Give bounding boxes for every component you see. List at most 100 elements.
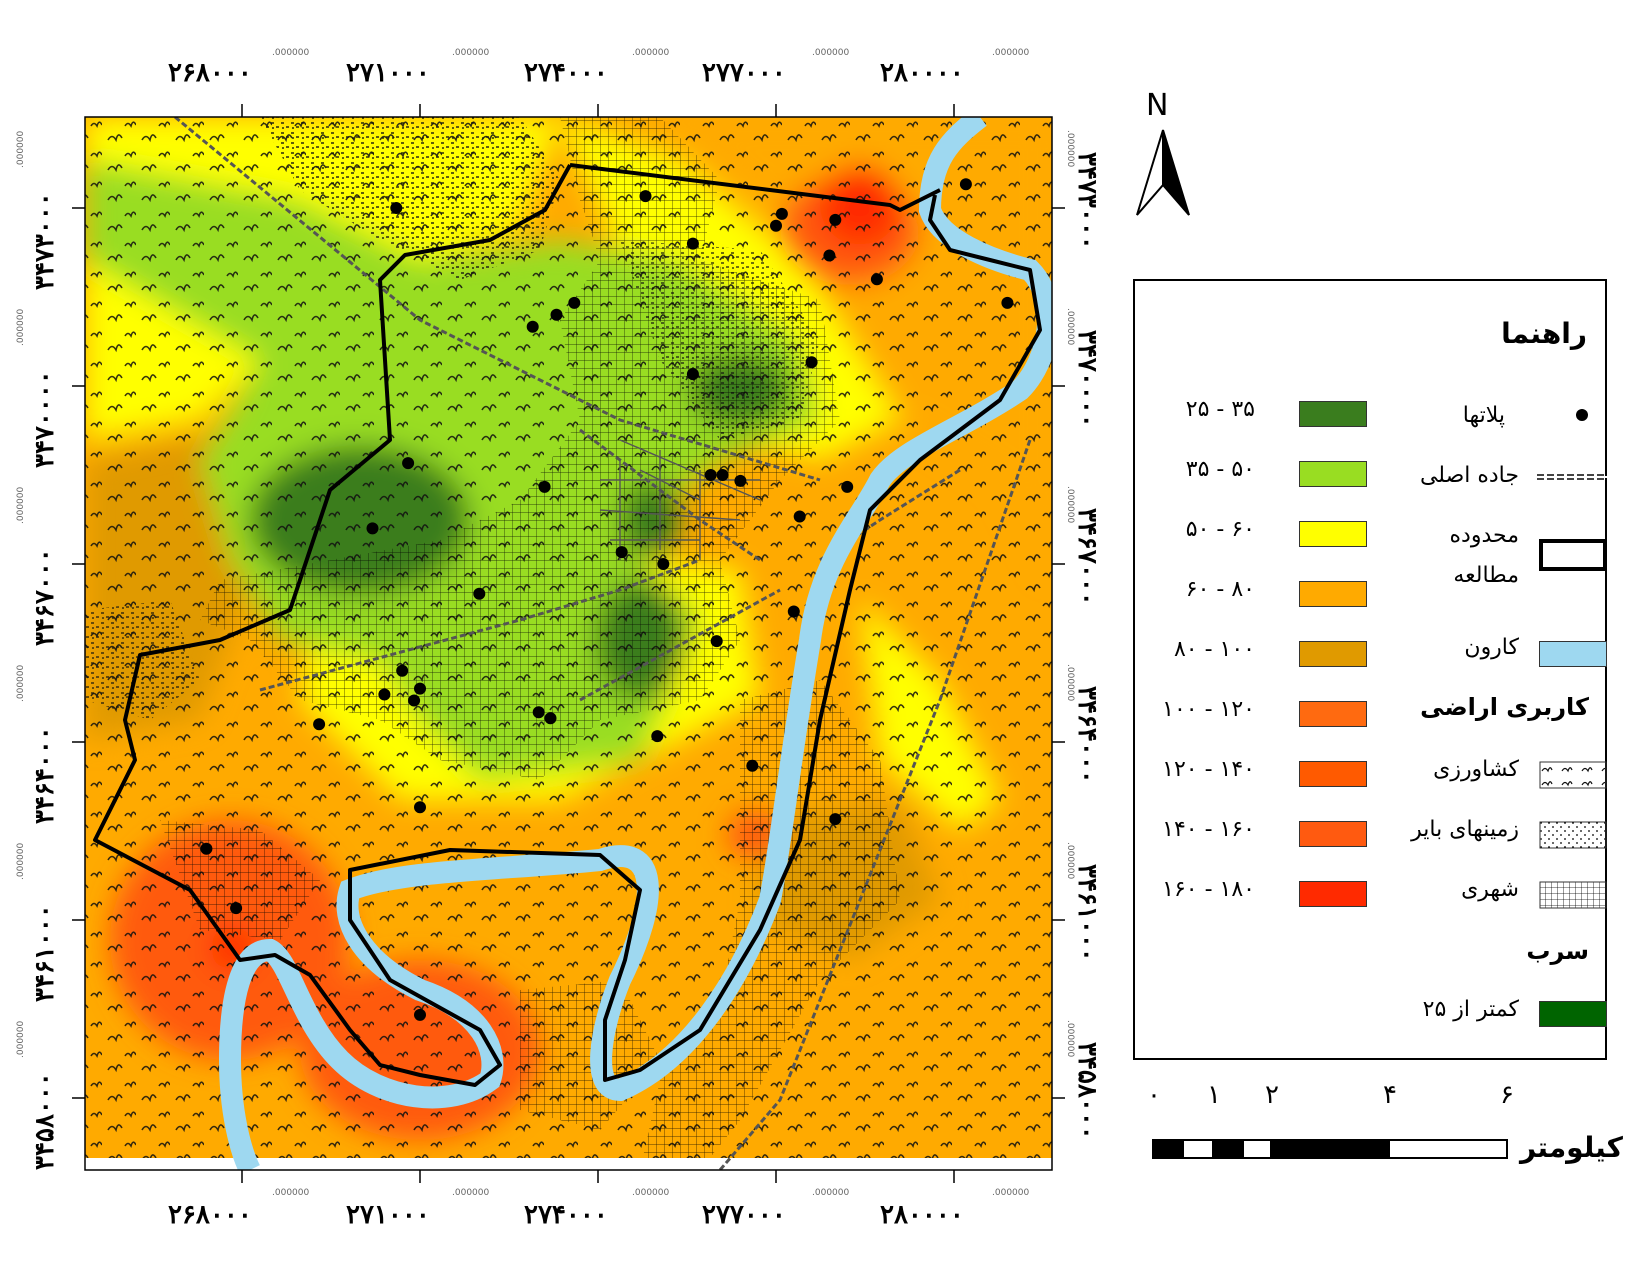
scale-number: ۴ [1383,1080,1397,1110]
legend-lead-title: سرب [1526,937,1589,965]
y-tick-label: ۳۴۶۱۰۰۰ [30,904,60,1002]
x-tick-sub: .000000 [632,1188,670,1198]
x-tick-label: ۲۸۰۰۰۰ [880,1200,964,1230]
sample-plot-point [710,635,723,648]
x-tick-sub: .000000 [992,48,1030,58]
x-tick-label: ۲۷۷۰۰۰ [702,1200,786,1230]
sample-plot-point [823,249,836,262]
sample-plot-point [805,356,818,369]
sample-plot-point [734,474,747,487]
y-tick-label: ۳۴۶۷۰۰۰ [1072,508,1102,606]
sample-plot-point [526,320,539,333]
x-tick-label: ۲۶۸۰۰۰ [168,58,252,88]
sample-plot-point [615,546,628,559]
x-tick-sub: .000000 [992,1188,1030,1198]
y-tick-label: ۳۴۵۸۰۰۰ [30,1072,60,1170]
legend-urban-label: شهری [1461,877,1519,902]
sample-plot-point [408,694,421,707]
sample-plot-point [402,457,415,470]
y-tick-sub: .000000 [1065,1020,1075,1058]
y-tick-label: ۳۴۵۸۰۰۰ [1072,1042,1102,1140]
legend-range-swatch [1299,821,1367,847]
sample-plot-point [378,688,391,701]
sample-plot-point [414,682,426,695]
scale-unit: کیلومتر [1520,1131,1623,1164]
x-tick-sub: .000000 [452,1188,490,1198]
x-tick-sub: .000000 [812,48,850,58]
y-tick-label: ۳۴۶۴۰۰۰ [1072,686,1102,784]
x-tick-sub: .000000 [272,1188,310,1198]
y-tick-label: ۳۴۷۰۰۰۰ [30,370,60,468]
legend-karun-swatch [1539,641,1607,667]
plot-dot-icon [1576,409,1588,421]
sample-plot-point [686,368,699,381]
legend-range-label: ۱۶۰ - ۱۸۰ [1162,877,1255,902]
legend-boundary-label-1: محدوده [1449,523,1519,548]
y-tick-sub: .000000 [16,486,26,524]
x-tick-sub: .000000 [632,48,670,58]
sample-plot-point [568,296,581,309]
y-tick-sub: .000000 [1065,664,1075,702]
x-tick-label: ۲۷۷۰۰۰ [702,58,786,88]
legend-boundary-swatch [1539,539,1607,571]
urban-pattern-icon [1539,881,1607,909]
sample-plot-point [704,469,717,481]
x-tick-sub: .000000 [812,1188,850,1198]
legend-agri-label: کشاورزی [1433,757,1519,782]
legend: راهنما ۲۵ - ۳۵ ۳۵ - ۵۰ ۵۰ - ۶۰ ۶۰ - ۸۰ ۸… [1133,279,1607,1060]
legend-road-label: جاده اصلی [1419,463,1519,488]
y-tick-label: ۳۴۶۷۰۰۰ [30,548,60,646]
y-tick-sub: .000000 [1065,842,1075,880]
sample-plot-point [313,718,326,731]
y-tick-label: ۳۴۶۱۰۰۰ [1072,864,1102,962]
x-tick-label: ۲۷۱۰۰۰ [346,1200,430,1230]
y-tick-sub: .000000 [1065,130,1075,168]
legend-range-label: ۱۰۰ - ۱۲۰ [1162,697,1255,722]
scale-bar [1152,1139,1508,1159]
legend-boundary-label-2: مطالعه [1453,563,1519,588]
sample-plot-point [775,207,788,220]
legend-landuse-title: کاربری اراضی [1420,693,1589,721]
sample-plot-point [829,213,842,226]
sample-plot-point [550,308,563,321]
y-tick-sub: .000000 [16,664,26,702]
sample-plot-point [230,902,243,915]
scale-number: ۲ [1265,1080,1279,1110]
y-tick-label: ۳۴۷۳۰۰۰ [30,192,60,290]
y-tick-sub: .000000 [16,130,26,168]
x-tick-label: ۲۸۰۰۰۰ [880,58,964,88]
y-tick-sub: .000000 [16,842,26,880]
agriculture-pattern-icon [1539,761,1607,789]
legend-range-label: ۱۲۰ - ۱۴۰ [1162,757,1255,782]
sample-plot-point [657,558,670,570]
legend-title: راهنما [1501,317,1587,350]
scale-number: ۰ [1147,1080,1161,1110]
sample-plot-point [544,712,557,725]
sample-plot-point [200,842,213,855]
bareland-pattern-icon [1539,821,1607,849]
legend-range-swatch [1299,581,1367,607]
legend-lead-min-label: کمتر از ۲۵ [1422,997,1519,1022]
sample-plot-point [686,237,699,250]
sample-plot-point [538,480,551,493]
x-tick-sub: .000000 [452,48,490,58]
sample-plot-point [414,801,426,814]
sample-plot-point [651,730,664,743]
legend-range-label: ۳۵ - ۵۰ [1185,457,1255,482]
legend-karun-label: کارون [1464,635,1519,660]
y-tick-label: ۳۴۷۳۰۰۰ [1072,152,1102,250]
legend-lead-min-swatch [1539,1001,1607,1027]
legend-range-label: ۱۴۰ - ۱۶۰ [1162,817,1255,842]
sample-plot-point [390,202,403,214]
sample-plot-point [396,664,409,677]
y-tick-sub: .000000 [1065,486,1075,524]
legend-range-swatch [1299,461,1367,487]
legend-range-swatch [1299,521,1367,547]
sample-plot-point [366,522,379,535]
x-tick-label: ۲۷۴۰۰۰ [524,1200,608,1230]
sample-plot-point [473,587,486,600]
legend-range-swatch [1299,641,1367,667]
sample-plot-point [959,178,972,191]
y-tick-sub: .000000 [16,308,26,346]
